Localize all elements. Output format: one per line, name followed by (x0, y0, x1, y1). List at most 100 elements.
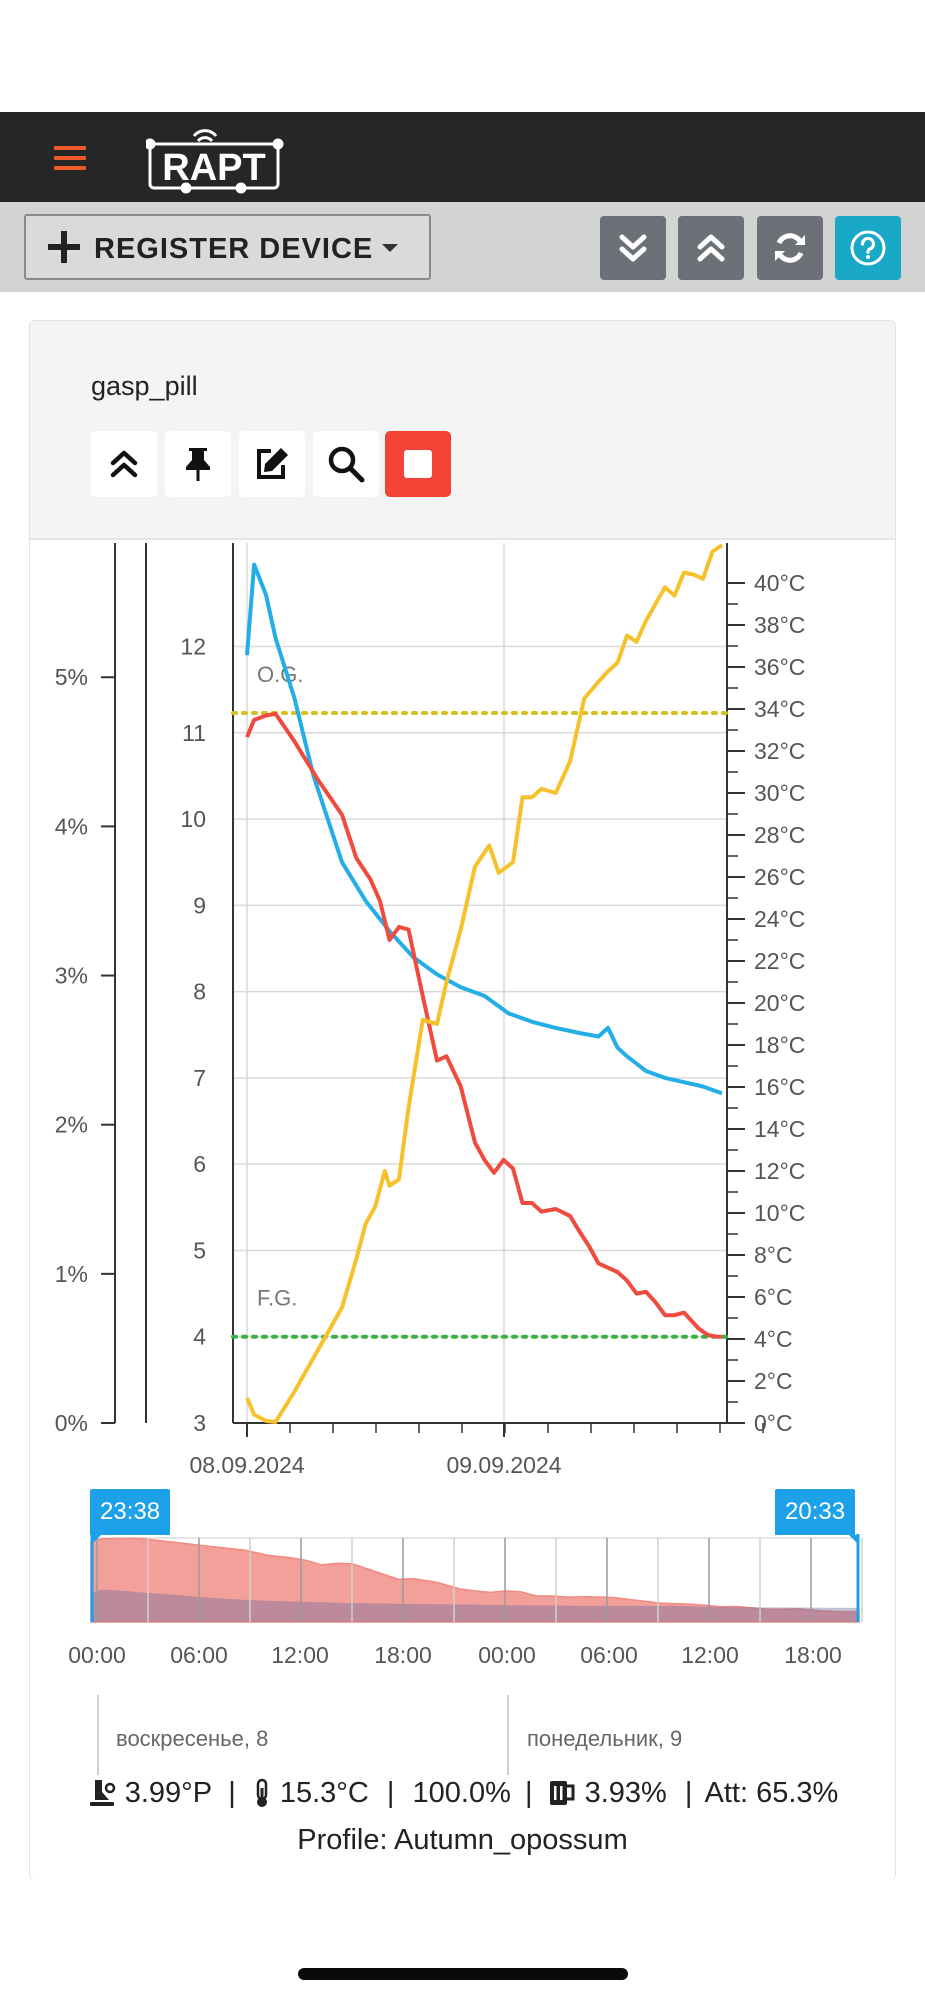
double-chevron-up-icon (697, 234, 725, 262)
refresh-button[interactable] (757, 216, 823, 280)
temp-tick-label: 34°C (754, 696, 805, 722)
navigator-start-notch (91, 1535, 101, 1545)
status-line: 3.99°P | 15.3°C | 100.0% | 3.93% | Att: … (0, 1776, 925, 1810)
refresh-icon (775, 233, 805, 263)
date-tick-label: 09.09.2024 (446, 1452, 561, 1478)
temp-tick-label: 24°C (754, 906, 805, 932)
edit-button[interactable] (239, 431, 305, 497)
register-device-button[interactable]: REGISTER DEVICE (24, 214, 431, 280)
collapse-all-button[interactable] (600, 216, 666, 280)
abv-tick-label: 4% (55, 813, 88, 839)
double-chevron-down-icon (619, 234, 647, 262)
collapse-device-button[interactable] (91, 431, 157, 497)
temp-tick-label: 22°C (754, 948, 805, 974)
temp-tick-label: 38°C (754, 612, 805, 638)
abv-value: 3.93% (584, 1776, 667, 1809)
temp-tick-label: 2°C (754, 1368, 793, 1394)
rapt-logo[interactable]: RAPT (146, 122, 286, 196)
navigator-hour-label: 00:00 (478, 1642, 536, 1668)
beer-mug-icon (549, 1781, 575, 1806)
gravity-tick-label: 3 (193, 1410, 206, 1436)
abv-tick-label: 2% (55, 1112, 88, 1138)
gravity-tick-label: 9 (193, 892, 206, 918)
help-button[interactable] (835, 216, 901, 280)
temp-tick-label: 28°C (754, 822, 805, 848)
gravity-value: 3.99°P (124, 1776, 213, 1809)
gravity-tick-label: 5 (193, 1237, 206, 1263)
temp-tick-label: 20°C (754, 990, 805, 1016)
navigator-hour-label: 18:00 (374, 1642, 432, 1668)
day-label-monday: понедельник, 9 (527, 1726, 683, 1751)
stop-icon (404, 450, 432, 478)
temp-tick-label: 26°C (754, 864, 805, 890)
navigator-hour-label: 06:00 (170, 1642, 228, 1668)
day-label-sunday: воскресенье, 8 (116, 1726, 269, 1751)
temp-tick-label: 16°C (754, 1074, 805, 1100)
search-icon (328, 446, 365, 483)
attenuation-value: Att: 65.3% (704, 1776, 839, 1809)
navigator-hour-label: 12:00 (271, 1642, 329, 1668)
separator: | (386, 1776, 395, 1809)
navigator-end-handle[interactable]: 20:33 (775, 1489, 856, 1535)
temp-tick-label: 12°C (754, 1158, 805, 1184)
device-card-header: gasp_pill (30, 321, 895, 540)
annotation-label: F.G. (257, 1286, 297, 1311)
navigator-hour-label: 18:00 (784, 1642, 842, 1668)
plus-icon (48, 231, 80, 263)
temp-tick-label: 4°C (754, 1326, 793, 1352)
toolbar: REGISTER DEVICE (0, 202, 925, 292)
navigator-chart[interactable]: 00:00 06:00 12:00 18:00 00:00 06:00 12:00 18:00 (68, 1534, 863, 1668)
pin-icon (186, 448, 210, 481)
search-button[interactable] (313, 431, 379, 497)
register-device-label: REGISTER DEVICE (94, 233, 374, 265)
expand-all-button[interactable] (678, 216, 744, 280)
abv-tick-label: 5% (55, 664, 88, 690)
series-line-2 (245, 543, 724, 1424)
series-line-0 (245, 562, 723, 1096)
menu-icon[interactable] (54, 146, 86, 170)
series-group[interactable]: O.G. F.G. (231, 543, 729, 1424)
temp-tick-label: 6°C (754, 1284, 793, 1310)
gravity-tick-label: 12 (180, 634, 206, 660)
temp-tick-label: 32°C (754, 738, 805, 764)
temp-tick-label: 18°C (754, 1032, 805, 1058)
temperature-value: 15.3°C (279, 1776, 369, 1809)
abv-tick-label: 1% (55, 1261, 88, 1287)
caret-down-icon (382, 244, 398, 252)
navigator-start-handle[interactable]: 23:38 (90, 1489, 171, 1535)
edit-icon (257, 448, 288, 479)
separator: | (524, 1776, 533, 1809)
temp-tick-label: 10°C (754, 1200, 805, 1226)
day-separator (97, 1695, 99, 1775)
date-tick-label: 08.09.2024 (189, 1452, 304, 1478)
temp-tick-label: 40°C (754, 570, 805, 596)
gravity-tick-label: 6 (193, 1151, 206, 1177)
grid (233, 543, 727, 1423)
temp-tick-label: 36°C (754, 654, 805, 680)
navigator-hour-label: 00:00 (68, 1642, 126, 1668)
home-indicator[interactable] (298, 1968, 628, 1980)
hydrometer-icon (89, 1780, 115, 1807)
stop-button[interactable] (385, 431, 451, 497)
navigator-end-notch (849, 1535, 859, 1545)
help-icon (850, 230, 886, 266)
temp-tick-label: 0°C (754, 1410, 793, 1436)
profile-label: Profile: Autumn_opossum (297, 1824, 628, 1856)
separator: | (684, 1776, 693, 1809)
abv-tick-label: 3% (55, 963, 88, 989)
gravity-tick-label: 4 (193, 1324, 206, 1350)
abv-tick-label: 0% (55, 1410, 88, 1436)
gravity-tick-label: 11 (182, 720, 206, 746)
chevrons-up-icon (110, 450, 138, 478)
temp-tick-label: 8°C (754, 1242, 793, 1268)
day-separator (507, 1695, 509, 1775)
series-line-1 (245, 711, 722, 1339)
temp-tick-label: 14°C (754, 1116, 805, 1142)
navigator-hour-label: 12:00 (681, 1642, 739, 1668)
gravity-tick-label: 10 (180, 806, 206, 832)
top-bar: RAPT (0, 112, 925, 202)
navigator-gravity-area (90, 1537, 860, 1623)
gravity-tick-label: 8 (193, 979, 206, 1005)
pin-button[interactable] (165, 431, 231, 497)
